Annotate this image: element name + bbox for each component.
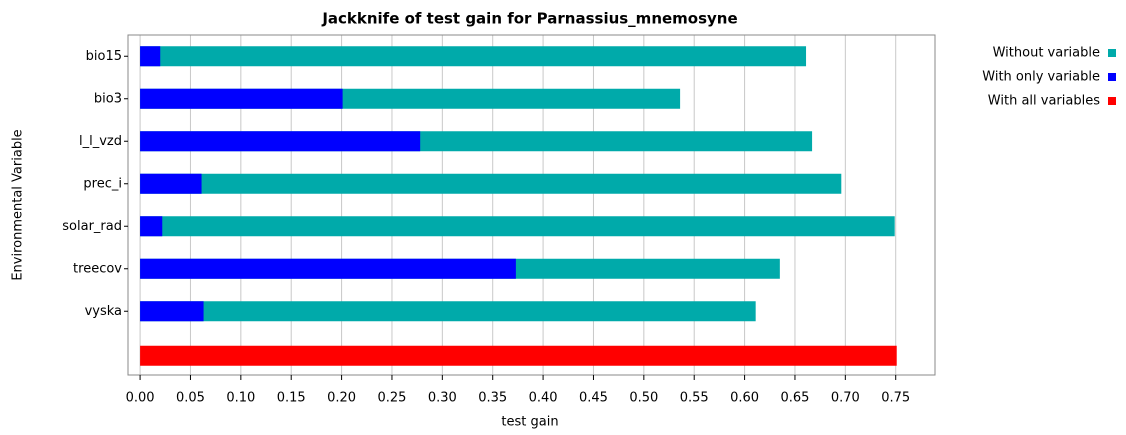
bar xyxy=(140,46,807,67)
x-tick-label: 0.45 xyxy=(579,391,608,406)
bar xyxy=(140,173,842,194)
x-tick-label: 0.10 xyxy=(226,391,255,406)
x-tick-label: 0.65 xyxy=(780,391,809,406)
x-tick-label: 0.50 xyxy=(629,391,658,406)
legend-swatch xyxy=(1108,49,1116,57)
grid xyxy=(139,35,897,375)
bar xyxy=(140,173,202,194)
legend-swatch xyxy=(1108,73,1116,81)
y-tick-label: bio3 xyxy=(94,91,122,106)
y-tick-label: treecov xyxy=(73,261,122,276)
x-tick-label: 0.75 xyxy=(881,391,910,406)
x-tick-label: 0.60 xyxy=(730,391,759,406)
y-axis-label: Environmental Variable xyxy=(11,129,26,280)
chart-title: Jackknife of test gain for Parnassius_mn… xyxy=(321,10,737,28)
legend-label: With all variables xyxy=(988,94,1100,109)
bars xyxy=(140,46,897,366)
y-tick-label: solar_rad xyxy=(62,219,122,234)
x-tick-label: 0.15 xyxy=(277,391,306,406)
x-tick-label: 0.40 xyxy=(529,391,558,406)
bar xyxy=(140,258,516,279)
y-tick-label: vyska xyxy=(85,304,122,319)
y-tick-label: prec_i xyxy=(83,176,122,191)
legend-swatch xyxy=(1108,97,1116,105)
y-tick-label: bio15 xyxy=(86,49,122,64)
x-tick-label: 0.70 xyxy=(831,391,860,406)
bar xyxy=(140,216,163,237)
y-tick-label: l_l_vzd xyxy=(79,134,122,149)
legend-label: Without variable xyxy=(993,46,1100,61)
x-tick-label: 0.00 xyxy=(126,391,155,406)
bar xyxy=(140,345,897,366)
x-tick-label: 0.20 xyxy=(327,391,356,406)
bar xyxy=(140,216,895,237)
x-tick-label: 0.35 xyxy=(478,391,507,406)
x-tick-label: 0.55 xyxy=(680,391,709,406)
bar xyxy=(140,301,204,322)
legend-label: With only variable xyxy=(982,70,1100,85)
x-tick-label: 0.25 xyxy=(377,391,406,406)
bar xyxy=(140,131,421,152)
x-axis-label: test gain xyxy=(501,415,558,430)
x-tick-label: 0.05 xyxy=(176,391,205,406)
legend: Without variable With only variable With a… xyxy=(982,46,1116,109)
plot-frame xyxy=(127,34,936,376)
bar xyxy=(140,301,756,322)
bar xyxy=(140,46,161,67)
x-tick-label: 0.30 xyxy=(428,391,457,406)
axes: 0.00 0.05 0.10 0.15 0.20 0.25 0.30 0.35 0.40 0.45… xyxy=(62,49,910,406)
bar xyxy=(140,88,343,109)
